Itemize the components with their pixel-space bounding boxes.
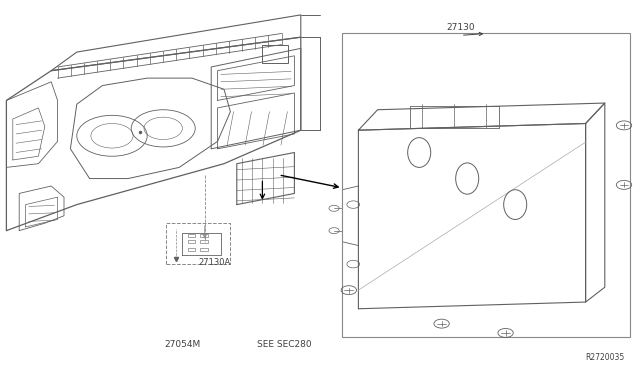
- Text: R2720035: R2720035: [585, 353, 624, 362]
- Bar: [200, 240, 208, 243]
- Bar: [188, 248, 195, 251]
- Bar: [200, 248, 208, 251]
- Text: 27130A: 27130A: [198, 258, 230, 267]
- Text: SEE SEC280: SEE SEC280: [257, 340, 312, 349]
- Text: 27054M: 27054M: [164, 340, 200, 349]
- Bar: [188, 234, 195, 237]
- Bar: [188, 240, 195, 243]
- Text: 27130: 27130: [447, 23, 475, 32]
- Bar: [200, 234, 208, 237]
- Bar: [342, 33, 630, 337]
- Bar: [262, 45, 288, 63]
